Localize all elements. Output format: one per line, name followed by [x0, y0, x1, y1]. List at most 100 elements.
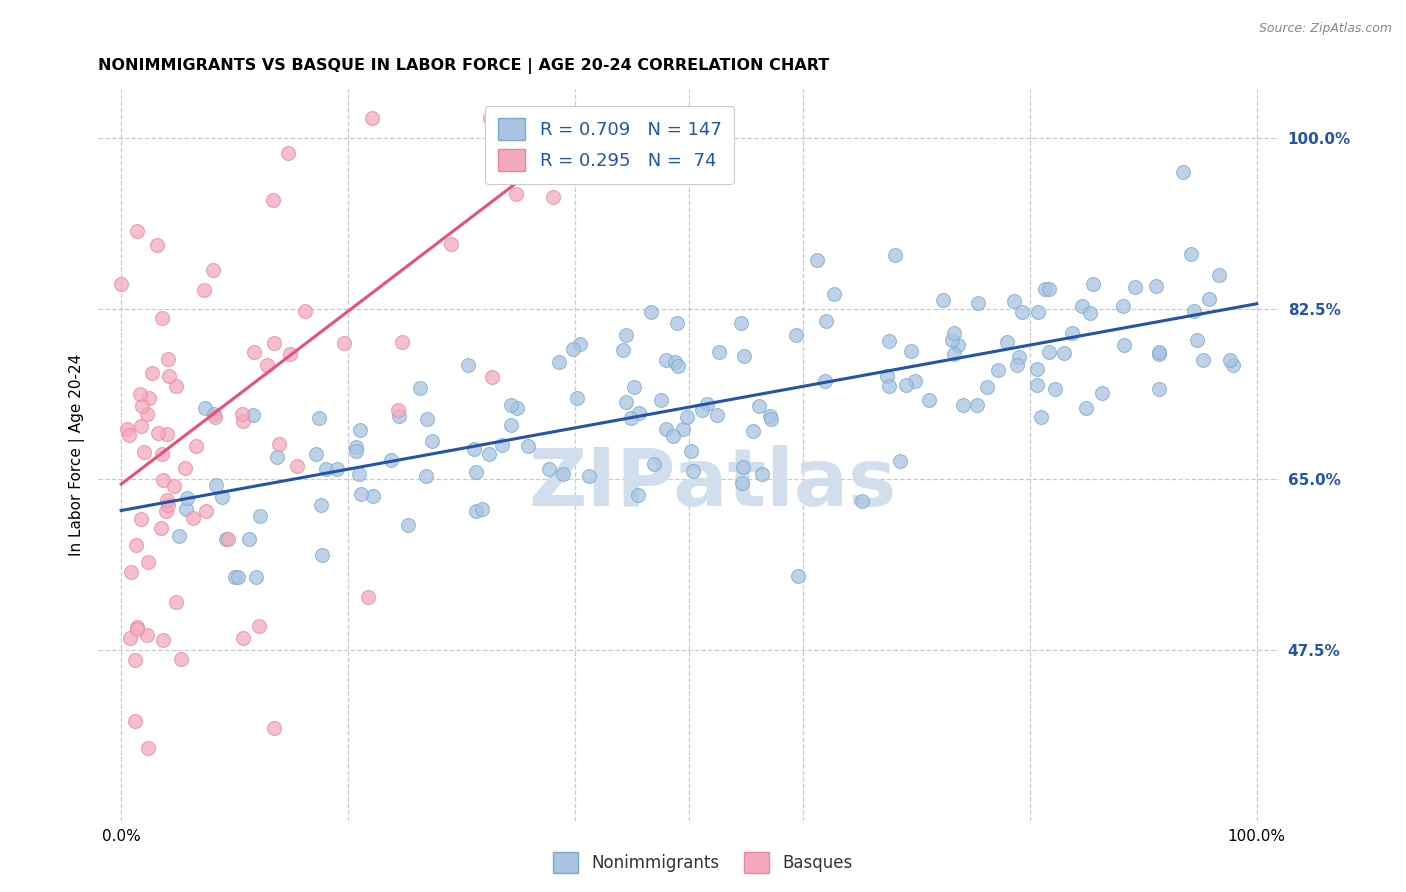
- Point: [243, 344, 266, 359]
- Point: [464, 503, 486, 517]
- Point: [391, 335, 413, 350]
- Point: [174, 460, 197, 475]
- Point: [132, 445, 155, 459]
- Point: [1074, 401, 1097, 415]
- Point: [420, 434, 443, 449]
- Point: [731, 476, 754, 491]
- Point: [457, 359, 479, 373]
- Point: [157, 368, 180, 383]
- Point: [537, 461, 560, 475]
- Point: [202, 407, 225, 421]
- Point: [118, 428, 141, 442]
- Point: [129, 387, 152, 401]
- Point: [136, 555, 159, 569]
- Point: [217, 532, 239, 546]
- Text: ZIPatlas: ZIPatlas: [529, 445, 897, 524]
- Point: [614, 395, 637, 409]
- Point: [1219, 353, 1241, 368]
- Point: [966, 399, 988, 413]
- Point: [136, 741, 159, 756]
- Point: [267, 436, 290, 450]
- Point: [1192, 353, 1215, 368]
- Point: [612, 343, 634, 357]
- Point: [205, 477, 228, 491]
- Point: [491, 438, 513, 452]
- Point: [174, 502, 197, 516]
- Point: [124, 653, 146, 667]
- Point: [553, 467, 575, 481]
- Point: [1026, 361, 1049, 376]
- Point: [851, 494, 873, 508]
- Point: [578, 468, 600, 483]
- Point: [387, 403, 409, 417]
- Point: [1123, 279, 1146, 293]
- Point: [294, 304, 316, 318]
- Point: [942, 346, 965, 360]
- Point: [478, 112, 501, 126]
- Point: [731, 459, 754, 474]
- Point: [361, 489, 384, 503]
- Point: [987, 363, 1010, 377]
- Point: [163, 478, 186, 492]
- Point: [463, 442, 485, 457]
- Point: [242, 408, 264, 422]
- Point: [125, 623, 148, 637]
- Y-axis label: In Labor Force | Age 20-24: In Labor Force | Age 20-24: [69, 354, 84, 556]
- Point: [884, 248, 907, 262]
- Point: [706, 408, 728, 422]
- Point: [787, 569, 810, 583]
- Point: [499, 418, 522, 433]
- Point: [681, 444, 703, 458]
- Point: [1111, 299, 1133, 313]
- Point: [664, 355, 686, 369]
- Point: [165, 595, 187, 609]
- Point: [643, 457, 665, 471]
- Point: [146, 238, 169, 252]
- Point: [1038, 344, 1060, 359]
- Point: [152, 473, 174, 487]
- Point: [814, 314, 837, 328]
- Point: [156, 352, 179, 367]
- Point: [231, 407, 253, 421]
- Point: [136, 628, 159, 642]
- Point: [904, 374, 927, 388]
- Point: [1171, 164, 1194, 178]
- Point: [620, 411, 643, 425]
- Point: [245, 570, 267, 584]
- Point: [823, 287, 845, 301]
- Point: [553, 112, 575, 126]
- Point: [623, 380, 645, 394]
- Point: [941, 333, 963, 347]
- Point: [785, 328, 807, 343]
- Point: [129, 419, 152, 434]
- Point: [149, 521, 172, 535]
- Point: [169, 529, 191, 543]
- Point: [628, 406, 651, 420]
- Point: [263, 721, 285, 735]
- Point: [224, 570, 246, 584]
- Point: [346, 440, 368, 454]
- Point: [277, 146, 299, 161]
- Point: [1011, 305, 1033, 319]
- Point: [120, 565, 142, 579]
- Point: [1222, 358, 1244, 372]
- Point: [138, 392, 160, 406]
- Point: [759, 412, 782, 426]
- Point: [183, 511, 205, 525]
- Point: [730, 316, 752, 330]
- Point: [516, 439, 538, 453]
- Point: [131, 399, 153, 413]
- Point: [478, 447, 501, 461]
- Point: [640, 304, 662, 318]
- Point: [889, 454, 911, 468]
- Point: [156, 427, 179, 442]
- Point: [814, 375, 837, 389]
- Point: [157, 498, 180, 512]
- Point: [505, 187, 527, 202]
- Point: [1053, 346, 1076, 360]
- Point: [131, 512, 153, 526]
- Point: [1026, 378, 1049, 392]
- Point: [682, 464, 704, 478]
- Point: [125, 620, 148, 634]
- Point: [948, 338, 970, 352]
